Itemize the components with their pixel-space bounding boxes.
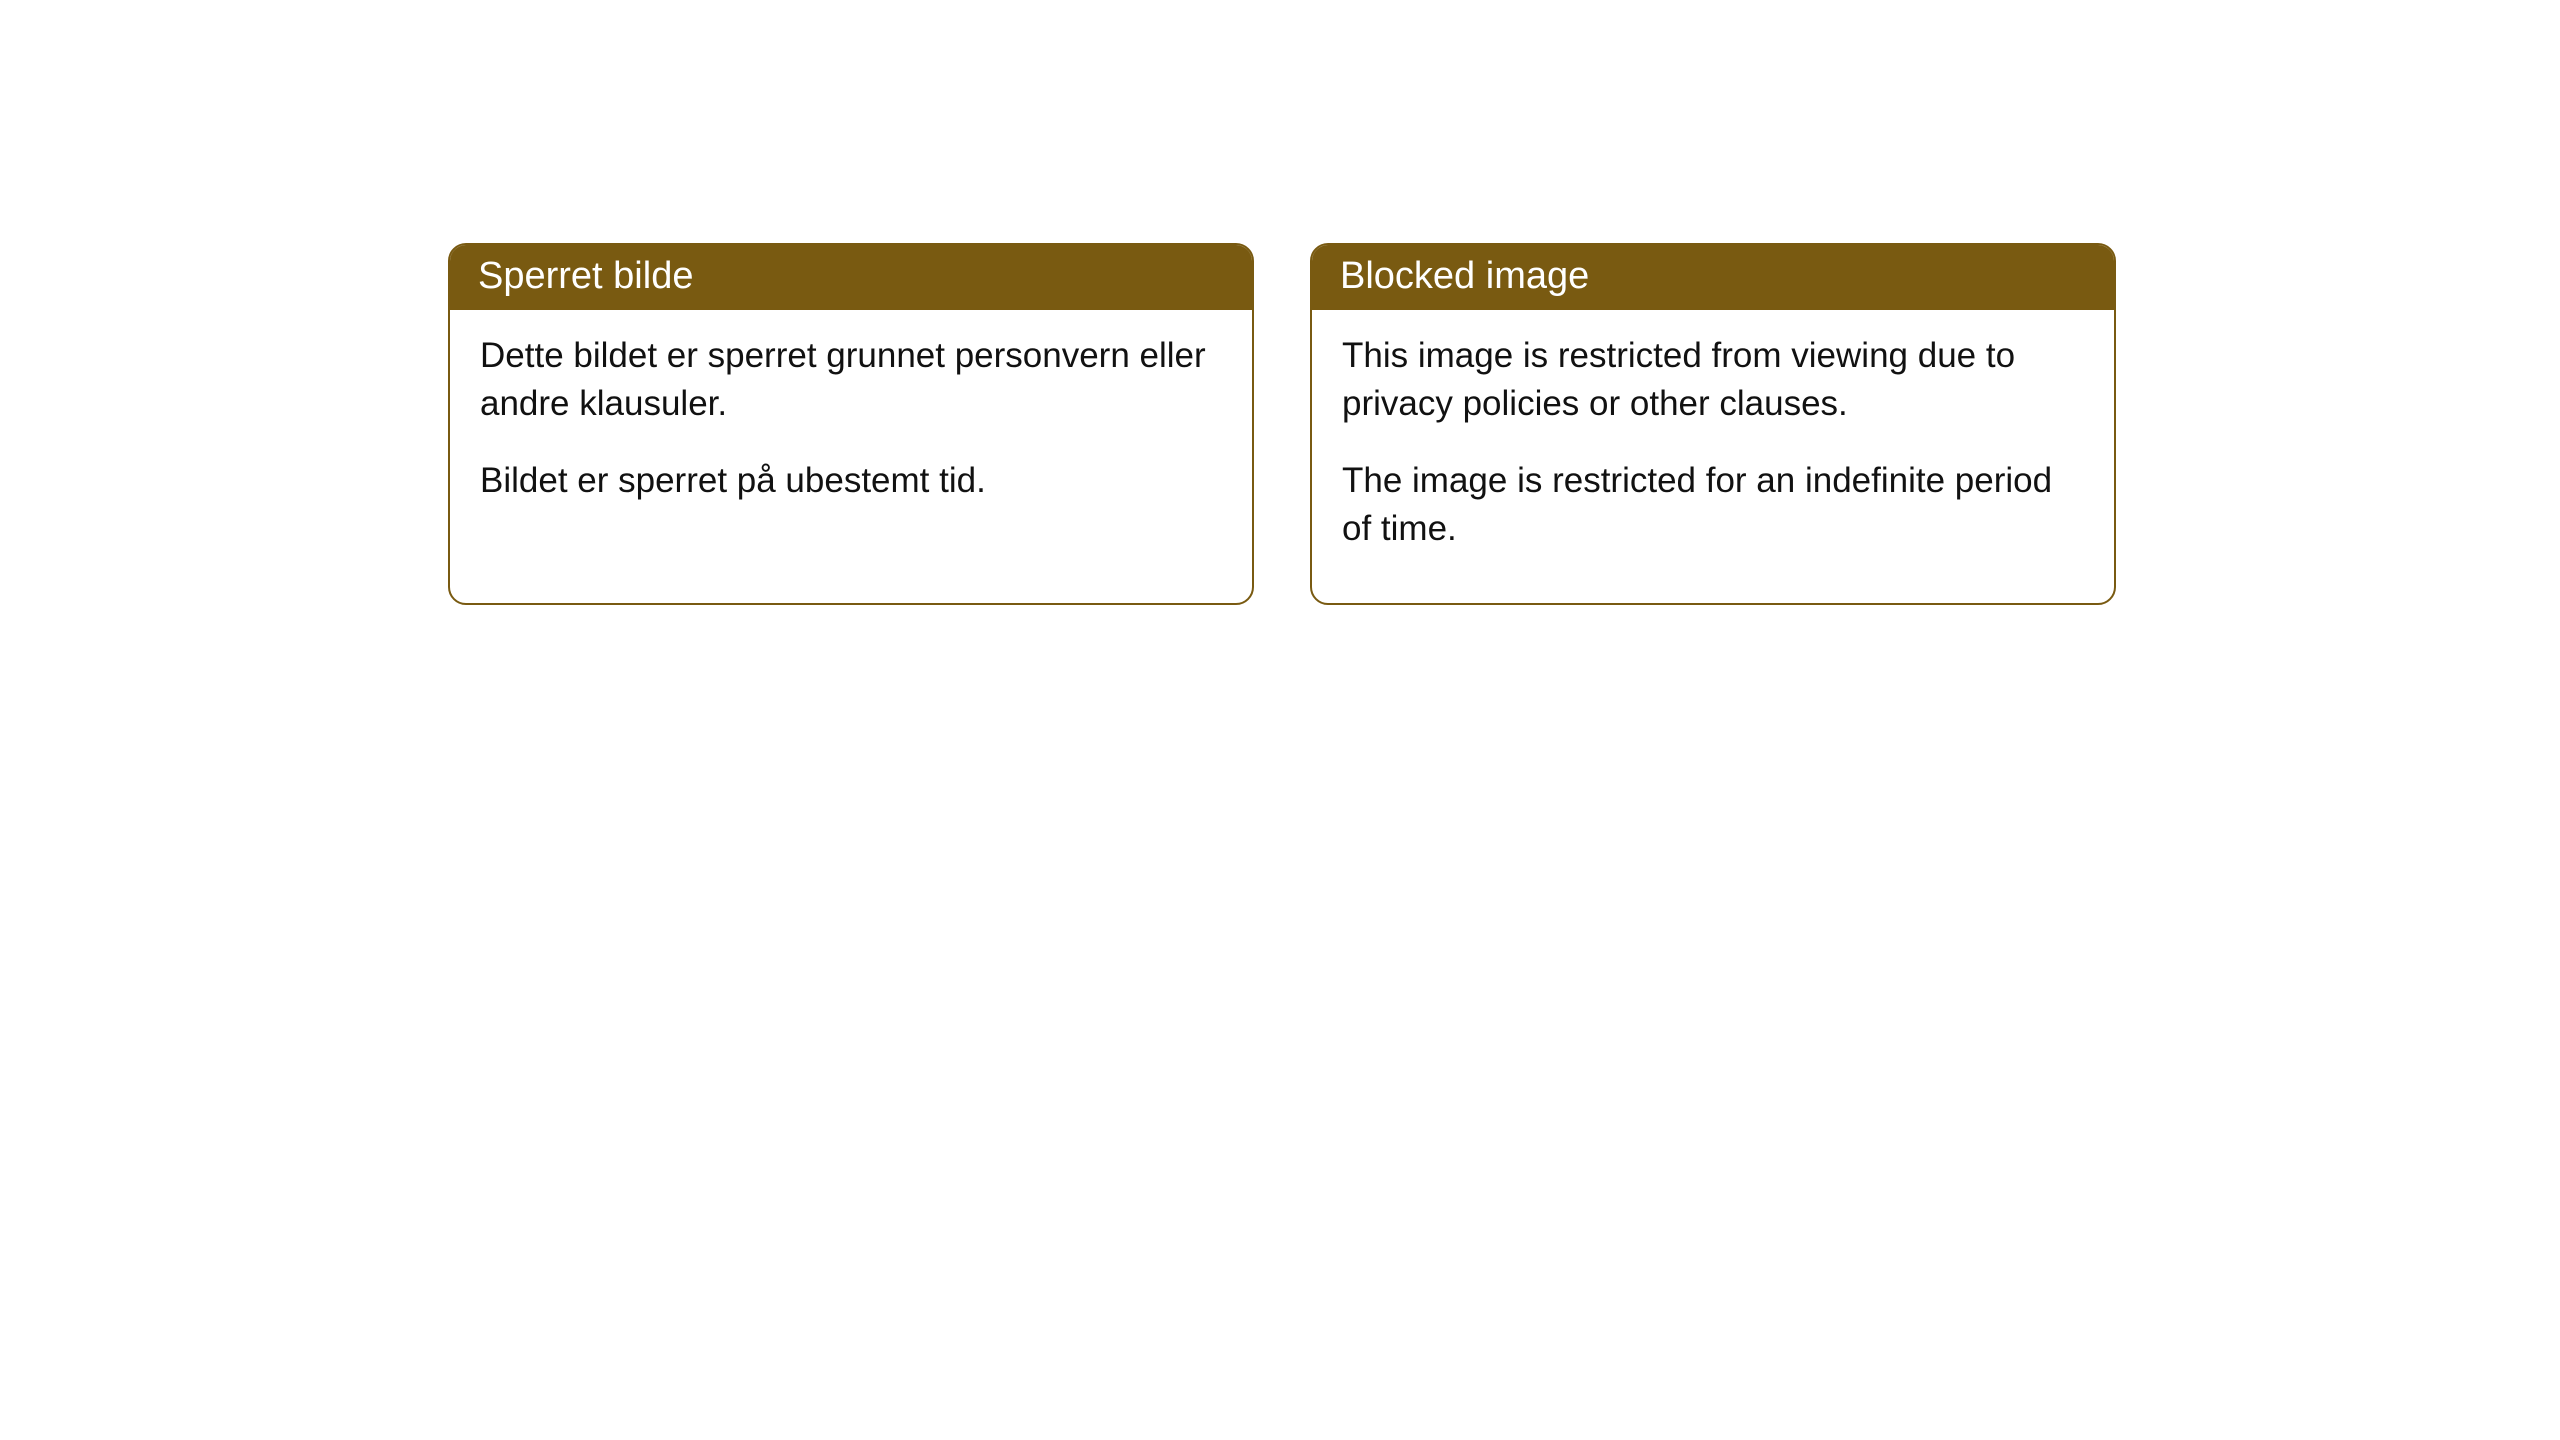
card-paragraph: The image is restricted for an indefinit…: [1342, 457, 2084, 554]
card-paragraph: Bildet er sperret på ubestemt tid.: [480, 457, 1222, 505]
card-header: Sperret bilde: [450, 245, 1252, 310]
card-english: Blocked image This image is restricted f…: [1310, 243, 2116, 605]
card-header: Blocked image: [1312, 245, 2114, 310]
card-paragraph: This image is restricted from viewing du…: [1342, 332, 2084, 429]
card-paragraph: Dette bildet er sperret grunnet personve…: [480, 332, 1222, 429]
card-title: Sperret bilde: [478, 255, 693, 297]
card-body: Dette bildet er sperret grunnet personve…: [450, 310, 1252, 555]
card-title: Blocked image: [1340, 255, 1589, 297]
card-norwegian: Sperret bilde Dette bildet er sperret gr…: [448, 243, 1254, 605]
card-body: This image is restricted from viewing du…: [1312, 310, 2114, 603]
cards-container: Sperret bilde Dette bildet er sperret gr…: [448, 243, 2116, 605]
